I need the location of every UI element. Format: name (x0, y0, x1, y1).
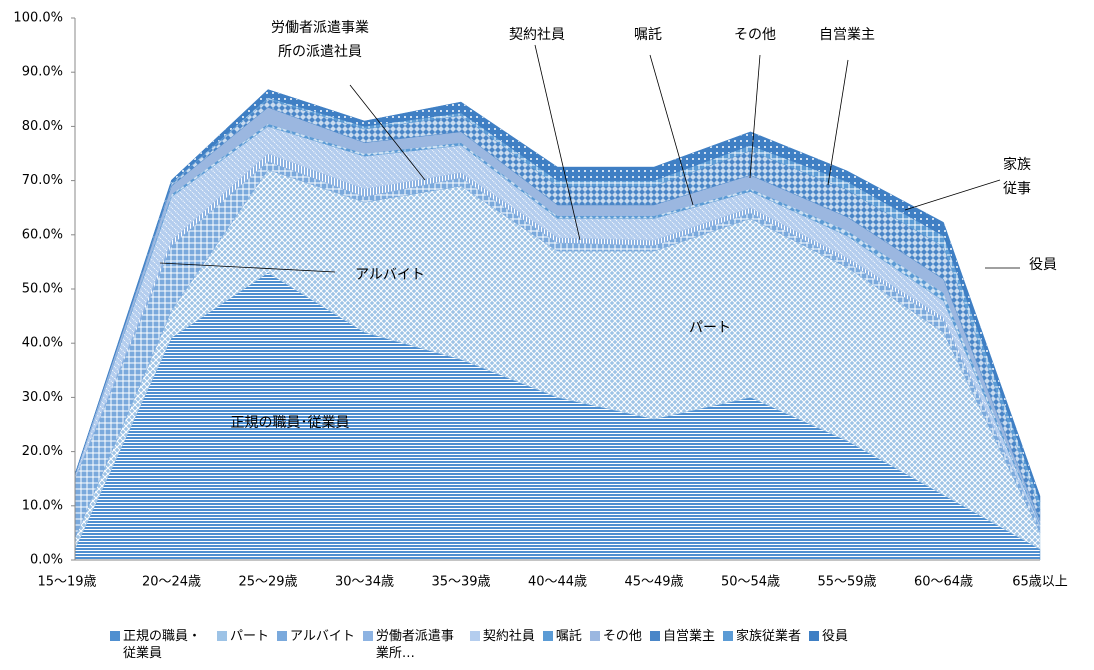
y-tick-label: 0.0% (30, 553, 63, 568)
leader-line (534, 44, 581, 241)
legend-label: 契約社員 (482, 629, 535, 644)
leader-line (749, 54, 761, 179)
y-tick-label: 80.0% (22, 119, 63, 134)
x-tick-label: 45〜49歳 (624, 575, 683, 590)
y-tick-label: 90.0% (22, 65, 63, 80)
legend-swatch (649, 631, 660, 641)
area (74, 89, 1041, 502)
annotation: 嘱託 (634, 27, 662, 43)
legend-item: その他 (589, 628, 642, 662)
legend-swatch (808, 631, 819, 641)
y-tick-label: 70.0% (22, 173, 63, 188)
x-tick-label: 35〜39歳 (431, 575, 490, 590)
y-tick-label: 100.0% (13, 11, 63, 26)
legend-label: その他 (602, 629, 642, 644)
legend-label: 自営業主 (662, 629, 715, 644)
chart: 0.0% 10.0% 20.0% 30.0% 40.0% 50.0% 60.0% 70.0% 8… (13, 11, 1068, 590)
x-tick-label: 50〜54歳 (721, 575, 780, 590)
legend-item: 家族従業者 (722, 628, 801, 662)
x-tick-label: 60〜64歳 (914, 575, 973, 590)
legend-label: 役員 (821, 629, 848, 644)
annotation: 家族 (1003, 156, 1031, 173)
annotation: その他 (734, 27, 776, 43)
annotation: 正規の職員･従業員 (231, 415, 350, 431)
legend-swatch (722, 631, 733, 641)
legend-label: 労働者派遣事業所… (375, 629, 454, 661)
leader-line (827, 59, 849, 186)
leader-line (904, 179, 1001, 211)
legend-item: パート (217, 628, 269, 662)
legend-swatch (589, 631, 600, 641)
y-tick-label: 20.0% (22, 444, 63, 459)
legend-item: 嘱託 (542, 628, 582, 662)
leader-line (649, 54, 694, 206)
legend-label: 正規の職員・従業員 (123, 629, 202, 661)
legend-swatch (110, 631, 120, 641)
y-tick-label: 10.0% (22, 498, 63, 513)
legend-swatch (362, 631, 373, 641)
x-tick-label: 55〜59歳 (817, 575, 876, 590)
legend-label: 家族従業者 (735, 629, 801, 644)
legend-item: 自営業主 (649, 628, 715, 662)
legend-swatch (277, 631, 288, 641)
x-tick-label: 40〜44歳 (528, 575, 587, 590)
legend-swatch (469, 631, 480, 641)
annotation: 労働者派遣事業 (271, 20, 369, 36)
annotation: 役員 (1029, 257, 1057, 273)
annotation: 従事 (1003, 181, 1031, 197)
legend-label: アルバイト (290, 629, 355, 644)
legend-label: 嘱託 (555, 629, 582, 644)
x-tick-label: 20〜24歳 (142, 575, 201, 590)
annotation: 自営業主 (819, 27, 875, 43)
annotation: パート (689, 320, 731, 336)
legend-item: アルバイト (277, 628, 355, 662)
y-tick-label: 30.0% (22, 390, 63, 405)
legend-item: 労働者派遣事業所… (362, 628, 462, 662)
legend-item: 役員 (808, 628, 848, 662)
legend-swatch (542, 631, 553, 641)
annotation: アルバイト (355, 267, 425, 283)
legend-label: パート (230, 629, 270, 644)
x-tick-label: 25〜29歳 (238, 575, 297, 590)
legend: 正規の職員・従業員 パート アルバイト 労働者派遣事業所… 契約社員 嘱託 その他 自営業主 家… (110, 628, 848, 662)
y-tick-label: 50.0% (22, 282, 63, 297)
annotation: 契約社員 (509, 27, 565, 43)
legend-swatch (217, 631, 227, 641)
legend-item: 正規の職員・従業員 (110, 628, 209, 662)
legend-item: 契約社員 (469, 628, 535, 662)
x-tick-label: 65歳以上 (1012, 575, 1068, 590)
x-tick-label: 30〜34歳 (335, 575, 394, 590)
y-tick-label: 40.0% (22, 336, 63, 351)
leader-line (159, 262, 336, 273)
leader-line (349, 84, 426, 181)
x-tick-label: 15〜19歳 (37, 575, 96, 590)
annotation: 所の派遣社員 (278, 44, 362, 60)
y-tick-label: 60.0% (22, 227, 63, 242)
